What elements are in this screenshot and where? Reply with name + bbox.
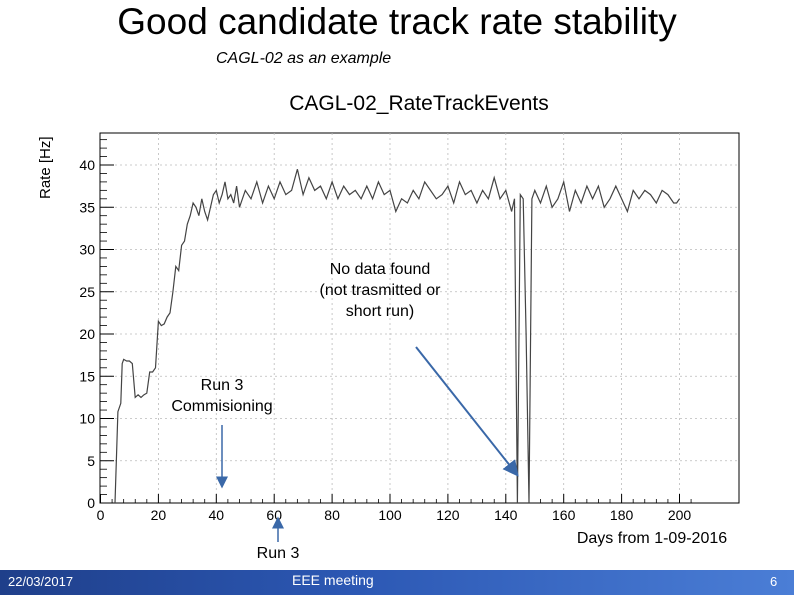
y-tick-label: 0 — [87, 495, 95, 511]
y-tick-label: 10 — [79, 411, 95, 427]
axis-ticks: 0 20 40 60 80 100 120 140 160 180 200 0 5 10 15 20 25 30 3… — [79, 139, 692, 523]
no-data-line-3: short run) — [345, 303, 415, 320]
run3-annotation: Run 3 — [256, 545, 300, 562]
gridlines — [100, 133, 739, 503]
no-data-annotation: No data found (not trasmitted or short r… — [300, 259, 460, 322]
footer-date: 22/03/2017 — [8, 574, 74, 589]
y-tick-label: 15 — [79, 368, 95, 384]
x-tick-label: 0 — [97, 507, 105, 523]
x-axis-label: Days from 1-09-2016 — [576, 530, 728, 547]
chart-title: CAGL-02_RateTrackEvents — [289, 92, 549, 115]
commissioning-annotation: Run 3 Commisioning — [160, 375, 284, 417]
x-tick-label: 120 — [436, 507, 460, 523]
rate-chart: CAGL-02_RateTrackEvents 0 20 40 60 80 100 120 1… — [79, 92, 740, 542]
y-axis-label: Rate [Hz] — [37, 136, 54, 199]
commissioning-line-1: Run 3 — [200, 377, 244, 394]
rate-series-line — [114, 169, 680, 504]
x-tick-label: 160 — [552, 507, 576, 523]
no-data-line-1: No data found — [329, 261, 431, 278]
slide-subtitle: CAGL-02 as an example — [216, 50, 392, 67]
y-tick-label: 20 — [79, 326, 95, 342]
y-tick-label: 30 — [79, 242, 95, 258]
x-tick-label: 20 — [151, 507, 167, 523]
no-data-line-2: (not trasmitted or — [319, 282, 441, 299]
x-tick-label: 200 — [668, 507, 692, 523]
footer-meeting: EEE meeting — [292, 572, 374, 588]
x-tick-label: 140 — [494, 507, 518, 523]
x-tick-label: 40 — [209, 507, 225, 523]
commissioning-line-2: Commisioning — [171, 398, 273, 415]
y-tick-label: 25 — [79, 284, 95, 300]
x-tick-label: 60 — [266, 507, 282, 523]
y-tick-label: 5 — [87, 453, 95, 469]
x-tick-label: 180 — [610, 507, 634, 523]
no-data-arrow — [415, 346, 519, 477]
x-tick-label: 80 — [324, 507, 340, 523]
y-tick-label: 40 — [79, 157, 95, 173]
y-tick-label: 35 — [79, 199, 95, 215]
x-tick-label: 100 — [378, 507, 402, 523]
page-number: 6 — [770, 574, 778, 589]
slide-title: Good candidate track rate stability — [117, 1, 677, 42]
footer-bar — [0, 570, 794, 595]
